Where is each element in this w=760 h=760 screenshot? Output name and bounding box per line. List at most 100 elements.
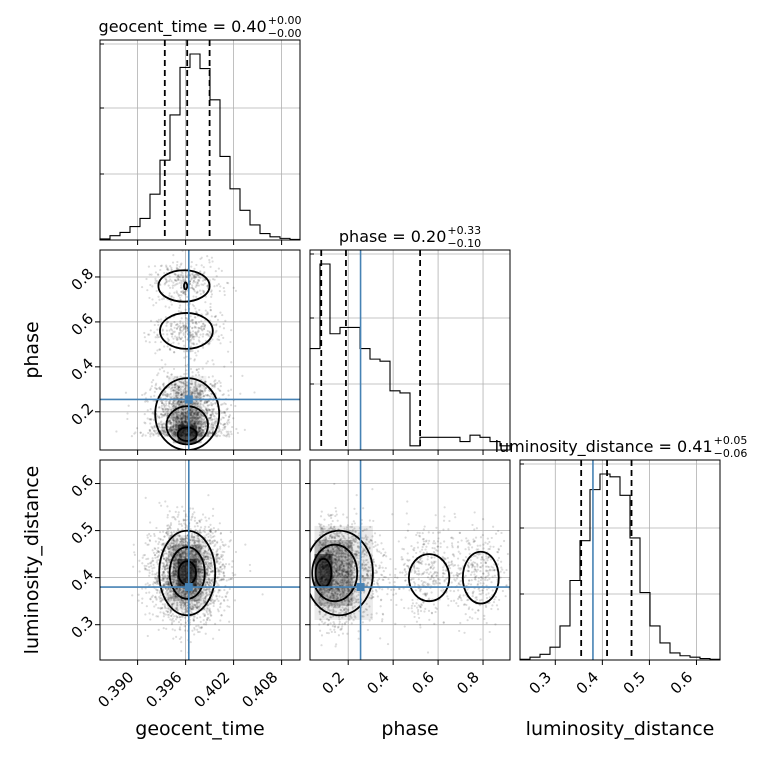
sample-point <box>183 350 186 353</box>
sample-point <box>196 539 199 543</box>
sample-point <box>173 539 176 542</box>
sample-point <box>175 420 178 424</box>
sample-point <box>195 326 198 329</box>
sample-point <box>198 583 201 586</box>
sample-point <box>184 389 188 393</box>
sample-point <box>175 327 179 330</box>
sample-point <box>139 431 142 434</box>
sample-point <box>179 331 183 334</box>
sample-point <box>182 381 185 384</box>
sample-point <box>177 408 180 411</box>
sample-point <box>149 597 152 600</box>
sample-point <box>204 425 207 428</box>
sample-point <box>164 400 167 403</box>
sample-point <box>172 547 176 550</box>
sample-point <box>223 422 226 425</box>
sample-point <box>197 560 200 563</box>
sample-point <box>164 277 167 280</box>
sample-point <box>168 427 171 431</box>
sample-point <box>191 375 194 378</box>
sample-point <box>216 435 219 438</box>
sample-point <box>175 606 178 609</box>
sample-point <box>198 278 201 282</box>
sample-point <box>197 569 200 572</box>
sample-point <box>198 545 201 548</box>
sample-point <box>210 315 213 318</box>
sample-point <box>197 564 200 567</box>
sample-point <box>151 559 154 562</box>
sample-point <box>221 313 224 317</box>
sample-point <box>207 553 211 556</box>
sample-point <box>202 322 205 325</box>
sample-point <box>162 430 165 434</box>
sample-point <box>181 423 184 426</box>
sample-point <box>161 542 165 545</box>
sample-point <box>163 584 166 587</box>
sample-point <box>204 545 207 548</box>
sample-point <box>209 413 213 417</box>
sample-point <box>209 580 212 583</box>
sample-point <box>163 283 166 286</box>
sample-point <box>211 418 214 421</box>
sample-point <box>174 394 177 398</box>
sample-point <box>172 407 175 410</box>
sample-point <box>197 326 201 330</box>
sample-point <box>202 283 205 286</box>
sample-point <box>189 551 192 554</box>
sample-point <box>212 569 215 573</box>
sample-point <box>169 609 172 612</box>
sample-point <box>196 568 199 571</box>
sample-point <box>185 380 188 384</box>
sample-point <box>177 278 180 281</box>
sample-point <box>201 421 204 424</box>
sample-point <box>167 524 170 527</box>
sample-point <box>191 538 194 541</box>
sample-point <box>204 600 207 603</box>
sample-point <box>201 392 205 395</box>
sample-point <box>215 435 218 438</box>
sample-point <box>159 607 162 610</box>
sample-point <box>194 396 198 399</box>
sample-point <box>191 335 194 338</box>
sample-point <box>185 608 189 612</box>
sample-point <box>167 559 170 562</box>
sample-point <box>210 536 213 539</box>
sample-point <box>202 430 205 433</box>
sample-point <box>164 431 168 434</box>
sample-point <box>176 506 179 509</box>
sample-point <box>145 591 148 594</box>
sample-point <box>182 537 185 540</box>
sample-point <box>162 403 165 407</box>
sample-point <box>183 391 186 394</box>
sample-point <box>179 380 183 383</box>
sample-point <box>206 581 209 584</box>
sample-point <box>185 414 188 417</box>
sample-point <box>169 322 172 325</box>
sample-point <box>200 431 203 434</box>
sample-point <box>198 429 201 433</box>
scatter-geocent_time-phase-frame <box>99 249 301 451</box>
sample-point <box>180 290 183 293</box>
sample-point <box>165 567 169 570</box>
sample-point <box>185 275 188 278</box>
sample-point <box>165 581 168 584</box>
sample-point <box>177 511 180 514</box>
sample-point <box>179 588 182 591</box>
sample-point <box>181 539 184 542</box>
sample-point <box>173 569 177 572</box>
sample-point <box>170 614 173 617</box>
sample-point <box>213 418 216 421</box>
sample-point <box>194 380 197 383</box>
sample-point <box>168 306 171 309</box>
sample-point <box>185 610 188 613</box>
sample-point <box>173 599 176 603</box>
sample-point <box>166 376 169 379</box>
sample-point <box>146 543 149 546</box>
sample-point <box>127 404 130 407</box>
sample-point <box>199 592 203 595</box>
sample-point <box>198 567 201 570</box>
sample-point <box>201 429 204 432</box>
sample-point <box>163 542 166 545</box>
sample-point <box>164 560 167 563</box>
sample-point <box>190 411 193 414</box>
